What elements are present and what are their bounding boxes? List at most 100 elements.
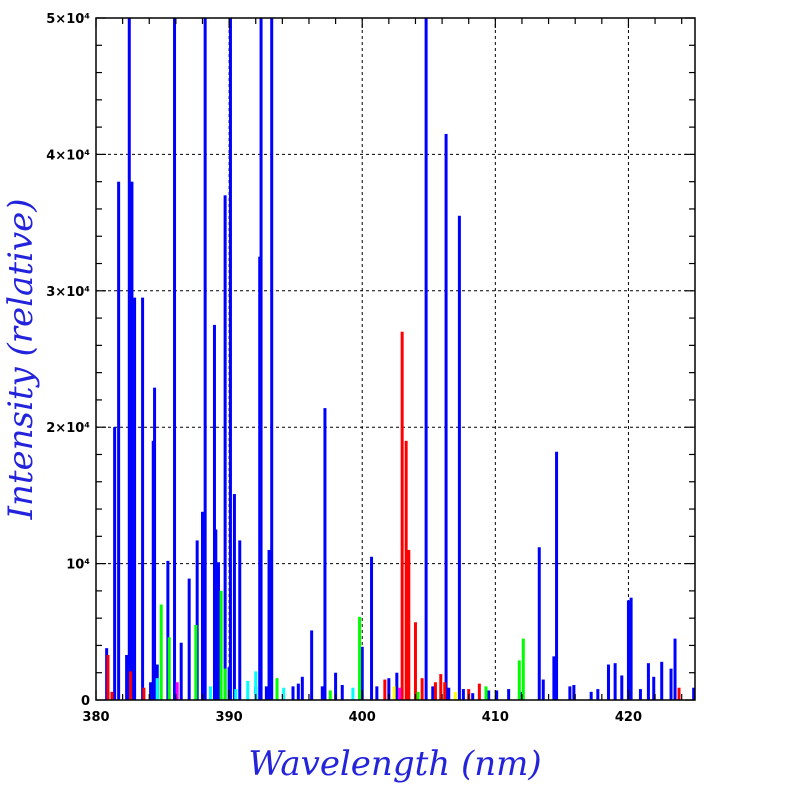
- spectral-line-bar: [142, 687, 146, 700]
- spectral-line-bar: [133, 297, 137, 700]
- spectral-line-bar: [407, 549, 411, 700]
- spectral-line-bar: [541, 679, 545, 700]
- spectral-line-bar: [416, 691, 420, 700]
- spectral-line-bar: [219, 590, 223, 700]
- axis-ticks: [95, 17, 695, 701]
- spectral-line-bar: [395, 672, 399, 700]
- spectral-line-bar: [477, 683, 481, 700]
- spectral-line-bar: [552, 656, 556, 700]
- spectral-line-bar: [254, 671, 258, 700]
- spectral-line-bar: [291, 686, 295, 700]
- spectral-line-bar: [568, 686, 572, 700]
- spectral-line-bar: [173, 18, 177, 700]
- spectral-line-bar: [141, 297, 145, 700]
- x-tick-label: 410: [482, 710, 509, 725]
- x-tick-label: 400: [349, 710, 376, 725]
- spectral-line-bar: [296, 683, 300, 700]
- spectral-line-bar: [420, 678, 424, 700]
- spectral-line-bar: [424, 18, 428, 700]
- spectral-line-bar: [323, 408, 327, 700]
- spectral-line-bar: [149, 682, 153, 700]
- spectral-line-bar: [507, 689, 511, 700]
- spectral-line-bar: [370, 556, 374, 700]
- spectral-line-bar: [270, 18, 274, 700]
- spectral-line-bar: [232, 494, 236, 700]
- spectral-line-bar: [223, 195, 227, 700]
- spectral-line-bar: [433, 682, 437, 700]
- spectral-line-bar: [167, 637, 171, 700]
- spectral-line-bar: [673, 638, 677, 700]
- spectral-line-bar: [159, 604, 163, 700]
- spectral-line-bar: [521, 638, 525, 700]
- spectral-line-bar: [106, 654, 110, 700]
- spectral-line-bar: [214, 529, 218, 700]
- spectral-line-bar: [155, 678, 159, 700]
- spectral-line-bar: [113, 427, 117, 700]
- spectral-line-bar: [200, 511, 204, 700]
- spectral-line-bar: [596, 689, 600, 700]
- spectral-line-bar: [638, 689, 642, 700]
- spectral-line-bar: [110, 691, 114, 700]
- spectral-line-bar: [216, 562, 220, 700]
- spectral-line-bar: [275, 678, 279, 700]
- spectral-line-bar: [461, 689, 465, 700]
- spectral-line-bar: [404, 440, 408, 700]
- spectral-line-bar: [195, 540, 199, 700]
- spectral-line-bar: [310, 630, 314, 700]
- spectral-line-bar: [606, 664, 610, 700]
- spectral-line-bar: [375, 686, 379, 700]
- spectral-line-bar: [537, 547, 541, 700]
- spectral-line-bar: [413, 622, 417, 700]
- y-tick-label: 5×10⁴: [46, 12, 90, 27]
- spectral-line-bar: [400, 331, 404, 700]
- spectral-line-bar: [234, 689, 238, 700]
- y-tick-label: 3×10⁴: [46, 285, 90, 300]
- tick-labels: 380 390 400 410 420 0 10⁴ 2×10⁴ 3×10⁴ 4×10⁴ 5×10⁴: [46, 12, 642, 725]
- spectral-line-bar: [117, 181, 121, 700]
- spectral-line-bar: [130, 181, 134, 700]
- spectral-line-bar: [392, 686, 396, 700]
- spectral-line-bar: [238, 540, 242, 700]
- y-tick-label: 4×10⁴: [46, 148, 90, 163]
- spectral-line-bar: [626, 600, 630, 700]
- spectral-line-bar: [620, 675, 624, 700]
- spectral-line-bar: [555, 451, 559, 700]
- spectral-line-bar: [669, 668, 673, 700]
- spectral-line-bar: [572, 684, 576, 700]
- spectral-line-bar: [203, 18, 207, 700]
- y-tick-label: 2×10⁴: [46, 421, 90, 436]
- spectral-line-bar: [646, 663, 650, 700]
- spectral-line-bar: [334, 672, 338, 700]
- spectral-line-bar: [613, 663, 617, 700]
- spectral-line-bar: [153, 387, 157, 700]
- spectral-line-bar: [282, 687, 286, 700]
- y-axis-title: Intensity (relative): [1, 199, 41, 521]
- spectral-line-bar: [444, 133, 448, 700]
- spectral-line-bar: [166, 560, 170, 700]
- spectral-line-bar: [328, 690, 332, 700]
- spectral-line-bar: [660, 661, 664, 700]
- spectral-lines: [105, 18, 696, 700]
- x-tick-label: 380: [82, 710, 109, 725]
- spectral-line-bar: [351, 687, 355, 700]
- spectral-line-bar: [223, 668, 227, 700]
- spectral-line-bar: [187, 578, 191, 700]
- spectral-line-bar: [129, 671, 133, 700]
- spectral-line-bar: [495, 690, 499, 700]
- spectral-line-bar: [228, 18, 232, 700]
- spectral-line-bar: [179, 642, 183, 700]
- x-axis-title: Wavelength (nm): [248, 744, 541, 784]
- spectral-line-bar: [264, 686, 268, 700]
- spectral-line-bar: [267, 549, 271, 700]
- y-tick-label: 0: [81, 694, 90, 709]
- spectral-line-bar: [360, 646, 364, 700]
- spectral-line-bar: [208, 686, 212, 700]
- spectral-line-bar: [457, 215, 461, 700]
- spectral-line-bar: [340, 684, 344, 700]
- spectral-line-bar: [629, 597, 633, 700]
- spectral-line-bar: [387, 678, 391, 700]
- spectral-line-bar: [443, 682, 447, 700]
- spectral-line-bar: [677, 687, 681, 700]
- x-tick-label: 390: [216, 710, 243, 725]
- spectral-line-bar: [447, 687, 451, 700]
